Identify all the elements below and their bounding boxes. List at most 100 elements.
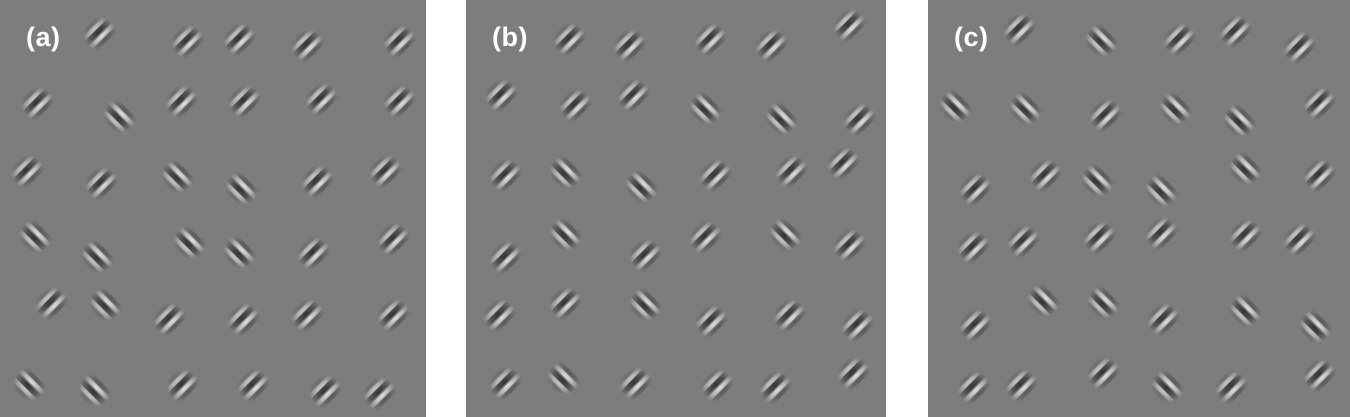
gabor-array-c bbox=[933, 7, 1340, 409]
gabor-patch bbox=[683, 88, 726, 131]
gabor-patch bbox=[219, 168, 262, 211]
gabor-patch bbox=[1297, 353, 1340, 396]
gabor-patch bbox=[769, 149, 812, 192]
gabor-patch bbox=[75, 236, 118, 279]
panel-label-c: (c) bbox=[954, 22, 989, 52]
gabor-patch bbox=[29, 281, 72, 324]
gabor-patch bbox=[291, 231, 334, 274]
gabor-patch bbox=[147, 297, 190, 340]
gabor-patch bbox=[1157, 17, 1200, 60]
gabor-patch bbox=[623, 233, 666, 276]
gabor-patch bbox=[1223, 213, 1266, 256]
gabor-patch bbox=[831, 351, 874, 394]
gabor-patch bbox=[953, 303, 996, 346]
gabor-patch bbox=[357, 371, 400, 414]
panel-label-a: (a) bbox=[26, 22, 61, 52]
gabor-patch bbox=[543, 281, 586, 324]
gabor-patch bbox=[295, 159, 338, 202]
gabor-patch bbox=[79, 161, 122, 204]
gabor-patch bbox=[837, 97, 880, 140]
gabor-patch bbox=[1141, 297, 1184, 340]
gabor-patch bbox=[1213, 9, 1256, 52]
gabor-patch bbox=[1223, 290, 1266, 333]
gabor-patch bbox=[611, 73, 654, 116]
gabor-patch bbox=[221, 297, 264, 340]
gabor-patch bbox=[543, 152, 586, 195]
gabor-patch bbox=[1145, 366, 1188, 409]
gabor-patch bbox=[1023, 153, 1066, 196]
gabor-patch bbox=[483, 153, 526, 196]
gabor-patch bbox=[483, 235, 526, 278]
gabor-array-b bbox=[477, 3, 880, 408]
gabor-patch bbox=[72, 370, 115, 413]
gabor-patch bbox=[217, 17, 260, 60]
gabor-patch bbox=[83, 284, 126, 327]
gabor-patch bbox=[1083, 93, 1126, 136]
gabor-patch bbox=[1081, 351, 1124, 394]
gabor-patch bbox=[1079, 20, 1122, 63]
panel-a: (a) bbox=[0, 0, 426, 417]
gabor-patch bbox=[77, 11, 120, 54]
gabor-patch bbox=[695, 363, 738, 406]
gabor-patch bbox=[689, 299, 732, 342]
gabor-patch bbox=[1217, 100, 1260, 143]
gabor-patch bbox=[547, 17, 590, 60]
gabor-patch bbox=[160, 363, 203, 406]
gabor-patch bbox=[363, 149, 406, 192]
gabor-patch bbox=[155, 156, 198, 199]
gabor-patch bbox=[753, 365, 796, 408]
gabor-patch bbox=[377, 19, 420, 62]
gabor-patch bbox=[303, 369, 346, 412]
gabor-patch bbox=[827, 3, 870, 46]
gabor-patch bbox=[483, 361, 526, 404]
gabor-patch bbox=[231, 363, 274, 406]
gabor-patch bbox=[159, 79, 202, 122]
gabor-patch bbox=[1277, 25, 1320, 68]
gabor-patch bbox=[1139, 170, 1182, 213]
gabor-patch bbox=[1277, 217, 1320, 260]
gabor-patch bbox=[749, 23, 792, 66]
gabor-patch bbox=[1075, 160, 1118, 203]
gabor-patch bbox=[285, 23, 328, 66]
gabor-patch bbox=[1297, 81, 1340, 124]
gabor-patch bbox=[222, 79, 265, 122]
gabor-patch bbox=[688, 17, 731, 60]
gabor-patch bbox=[759, 98, 802, 141]
gabor-patch bbox=[623, 284, 666, 327]
gabor-patch bbox=[613, 361, 656, 404]
gabor-patch bbox=[1021, 280, 1064, 323]
gabor-patch bbox=[997, 7, 1040, 50]
gabor-patch bbox=[951, 365, 994, 408]
gabor-patch bbox=[951, 225, 994, 268]
panel-b: (b) bbox=[466, 0, 886, 417]
gabor-patch bbox=[821, 141, 864, 184]
gabor-patch bbox=[999, 363, 1042, 406]
gabor-patch bbox=[933, 86, 976, 129]
gabor-patch bbox=[1153, 88, 1196, 131]
gabor-patch bbox=[97, 96, 140, 139]
gabor-patch bbox=[553, 83, 596, 126]
gabor-array-a bbox=[5, 11, 420, 414]
gabor-patch bbox=[1081, 282, 1124, 325]
gabor-patch bbox=[165, 19, 208, 62]
gabor-patch bbox=[953, 167, 996, 210]
gabor-patch bbox=[1223, 148, 1266, 191]
gabor-patch bbox=[1001, 219, 1044, 262]
gabor-patch bbox=[477, 293, 520, 336]
gabor-patch bbox=[5, 149, 48, 192]
gabor-patch bbox=[479, 73, 522, 116]
gabor-patch bbox=[7, 364, 50, 407]
gabor-patch bbox=[543, 214, 586, 257]
gabor-patch bbox=[371, 293, 414, 336]
gabor-patch bbox=[827, 223, 870, 266]
gabor-patch bbox=[13, 216, 56, 259]
gabor-patch bbox=[607, 23, 650, 66]
gabor-patch bbox=[835, 303, 878, 346]
gabor-patch bbox=[371, 217, 414, 260]
gabor-patch bbox=[15, 81, 58, 124]
gabor-patch bbox=[1077, 215, 1120, 258]
gabor-patch bbox=[1297, 153, 1340, 196]
gabor-patch bbox=[619, 166, 662, 209]
gabor-patch bbox=[767, 293, 810, 336]
gabor-patch bbox=[377, 79, 420, 122]
